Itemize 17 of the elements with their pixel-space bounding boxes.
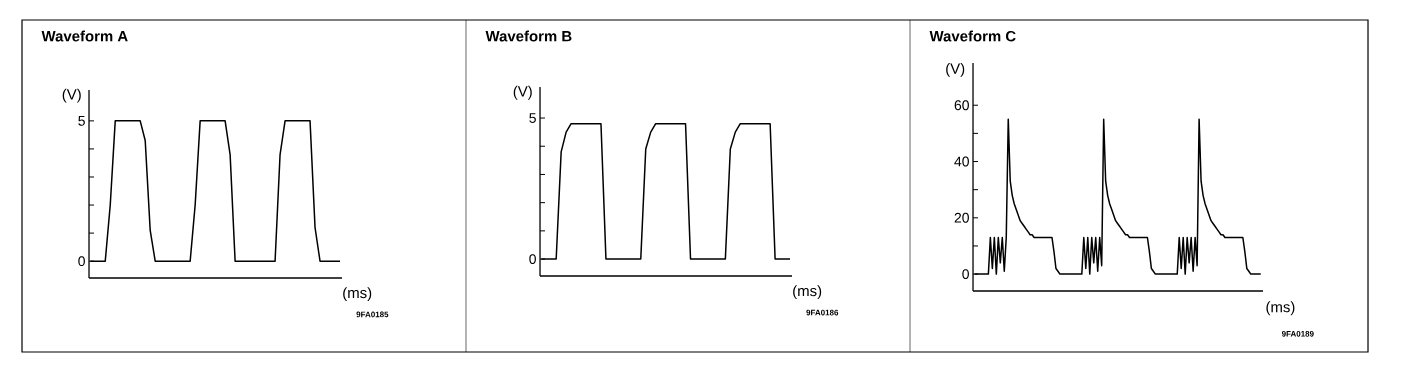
y-tick-label: 0 (962, 269, 969, 280)
y-axis-title: (V) (946, 62, 965, 77)
x-axis-title: (ms) (343, 287, 372, 302)
y-tick-label: 5 (529, 113, 536, 123)
y-tick-label: 0 (78, 256, 85, 267)
y-tick-label: 20 (954, 212, 969, 223)
x-axis-title: (ms) (1266, 301, 1295, 316)
y-axis-title: (V) (62, 88, 81, 103)
chart-title: Waveform C (929, 30, 1016, 42)
y-tick-label: 0 (529, 254, 536, 265)
chart-title: Waveform A (41, 30, 128, 42)
chart-title: Waveform B (485, 30, 572, 42)
y-tick-label: 5 (78, 116, 85, 126)
y-tick-label: 60 (954, 100, 969, 111)
x-axis-title: (ms) (793, 285, 822, 300)
y-axis-title: (V) (513, 85, 532, 100)
y-tick-label: 40 (954, 156, 969, 167)
